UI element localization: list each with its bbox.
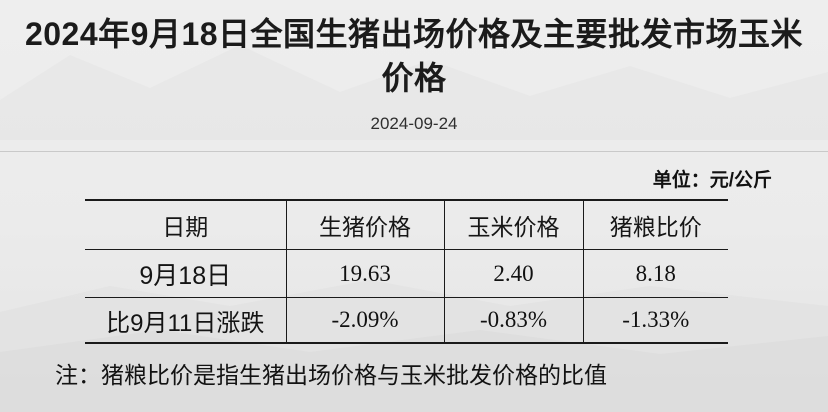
- row-label-date: 9月18日: [85, 249, 286, 298]
- cell-pig-grain-ratio: 8.18: [582, 249, 728, 298]
- cell-corn-price-change: -0.83%: [443, 297, 583, 344]
- table-header-row: 日期 生猪价格 玉米价格 猪粮比价: [85, 200, 728, 250]
- cell-pig-price-change: -2.09%: [285, 297, 444, 344]
- column-header-pig-grain-ratio: 猪粮比价: [582, 200, 728, 250]
- announcement-page: 2024年9月18日全国生猪出场价格及主要批发市场玉米价格 2024-09-24…: [0, 16, 828, 388]
- publish-date: 2024-09-24: [370, 114, 458, 133]
- table-row-change: 比9月11日涨跌 -2.09% -0.83% -1.33%: [85, 297, 728, 344]
- column-header-pig-price: 生猪价格: [285, 200, 444, 250]
- price-table: 日期 生猪价格 玉米价格 猪粮比价 9月18日 19.63 2.40 8.18 …: [85, 199, 728, 344]
- page-title: 2024年9月18日全国生猪出场价格及主要批发市场玉米价格: [24, 16, 804, 96]
- column-header-corn-price: 玉米价格: [443, 200, 583, 250]
- table-row-current-price: 9月18日 19.63 2.40 8.18: [85, 249, 728, 298]
- divider: [0, 151, 828, 152]
- cell-pig-grain-ratio-change: -1.33%: [582, 297, 728, 344]
- row-label-change: 比9月11日涨跌: [85, 297, 286, 344]
- column-header-date: 日期: [85, 200, 286, 250]
- cell-pig-price: 19.63: [285, 249, 444, 298]
- unit-label: 单位：元/公斤: [652, 170, 772, 191]
- note-text: 注：猪粮比价是指生猪出场价格与玉米批发价格的比值: [55, 362, 607, 388]
- cell-corn-price: 2.40: [443, 249, 583, 298]
